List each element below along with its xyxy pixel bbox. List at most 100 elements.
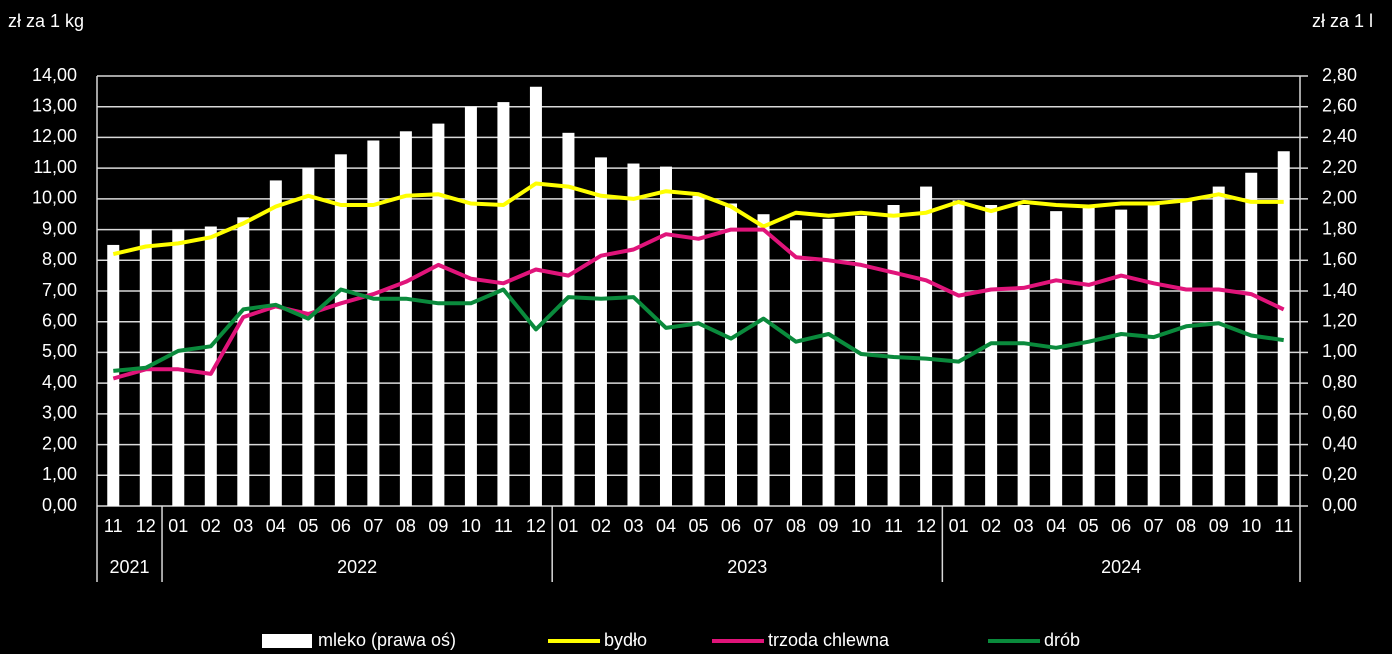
x-tick-label: 12 — [916, 516, 936, 536]
x-tick-label: 03 — [233, 516, 253, 536]
x-tick-label: 11 — [104, 516, 123, 536]
x-tick-label: 08 — [1176, 516, 1196, 536]
bar — [367, 140, 380, 506]
bar — [692, 195, 705, 507]
y2-tick-label: 0,80 — [1322, 372, 1357, 392]
bar — [269, 180, 282, 506]
bar — [855, 215, 868, 506]
x-tick-label: 09 — [819, 516, 839, 536]
y2-tick-label: 1,60 — [1322, 249, 1357, 269]
x-tick-label: 11 — [884, 516, 903, 536]
x-tick-label: 07 — [1144, 516, 1164, 536]
bar — [1245, 172, 1258, 506]
x-tick-label: 02 — [981, 516, 1001, 536]
y-tick-label: 10,00 — [32, 188, 77, 208]
bar — [757, 214, 770, 506]
x-tick-label: 02 — [201, 516, 221, 536]
x-tick-label: 08 — [396, 516, 416, 536]
x-tick-label: 10 — [851, 516, 871, 536]
x-tick-label: 01 — [168, 516, 188, 536]
y-tick-label: 13,00 — [32, 95, 77, 115]
line — [113, 287, 1284, 373]
bar — [497, 102, 510, 506]
y-tick-label: 0,00 — [42, 495, 77, 515]
x-group-label: 2021 — [109, 557, 149, 577]
bar — [1017, 205, 1030, 506]
x-tick-label: 04 — [266, 516, 286, 536]
x-tick-label: 07 — [754, 516, 774, 536]
y2-tick-label: 0,20 — [1322, 464, 1357, 484]
x-tick-label: 12 — [136, 516, 156, 536]
x-tick-label: 11 — [494, 516, 513, 536]
bar — [1212, 186, 1225, 507]
bar — [204, 226, 217, 506]
y2-tick-label: 2,60 — [1322, 95, 1357, 115]
x-tick-label: 05 — [1079, 516, 1099, 536]
x-group-label: 2023 — [727, 557, 767, 577]
bar — [659, 166, 672, 506]
x-tick-label: 06 — [1111, 516, 1131, 536]
x-group-label: 2022 — [337, 557, 377, 577]
legend-label: trzoda chlewna — [768, 630, 890, 650]
y-tick-label: 12,00 — [32, 126, 77, 146]
bar — [627, 163, 640, 507]
bar — [562, 132, 575, 507]
x-tick-label: 11 — [1274, 516, 1293, 536]
x-tick-label: 10 — [1241, 516, 1261, 536]
bar — [399, 131, 412, 507]
y2-tick-label: 1,20 — [1322, 310, 1357, 330]
y-tick-label: 7,00 — [42, 280, 77, 300]
y-tick-label: 2,00 — [42, 433, 77, 453]
x-tick-label: 12 — [526, 516, 546, 536]
x-tick-label: 09 — [428, 516, 448, 536]
bar — [1180, 198, 1193, 506]
y-tick-label: 9,00 — [42, 218, 77, 238]
bar — [302, 168, 315, 506]
y2-tick-label: 1,40 — [1322, 280, 1357, 300]
bar — [985, 205, 998, 506]
x-tick-label: 06 — [331, 516, 351, 536]
y-tick-label: 11,00 — [33, 157, 77, 177]
y2-tick-label: 2,20 — [1322, 157, 1357, 177]
x-tick-label: 01 — [949, 516, 969, 536]
y-axis-title: zł za 1 kg — [8, 11, 84, 31]
y2-tick-label: 0,60 — [1322, 403, 1357, 423]
y-tick-label: 3,00 — [42, 403, 77, 423]
x-tick-label: 02 — [591, 516, 611, 536]
y-tick-label: 8,00 — [42, 249, 77, 269]
bar — [1147, 205, 1160, 506]
bar — [790, 220, 803, 506]
bar — [920, 186, 933, 507]
bar — [1050, 211, 1063, 506]
y-tick-label: 4,00 — [42, 372, 77, 392]
bar — [237, 217, 250, 507]
x-tick-label: 09 — [1209, 516, 1229, 536]
line — [112, 181, 1284, 257]
y2-tick-label: 2,40 — [1322, 126, 1357, 146]
y-tick-label: 14,00 — [32, 65, 77, 85]
bar — [432, 123, 445, 506]
x-tick-label: 03 — [623, 516, 643, 536]
y2-tick-label: 1,00 — [1322, 341, 1357, 361]
bar — [1115, 209, 1128, 506]
x-tick-label: 03 — [1014, 516, 1034, 536]
y2-tick-label: 2,80 — [1322, 65, 1357, 85]
y2-tick-label: 0,40 — [1322, 433, 1357, 453]
legend-label: bydło — [604, 630, 647, 650]
bar — [822, 218, 835, 507]
x-tick-label: 05 — [298, 516, 318, 536]
x-tick-label: 01 — [558, 516, 578, 536]
bar — [334, 154, 347, 507]
x-tick-label: 07 — [363, 516, 383, 536]
bar — [464, 106, 477, 506]
line — [112, 227, 1285, 381]
legend-label: drób — [1044, 630, 1080, 650]
bar — [952, 200, 965, 506]
y2-tick-label: 0,00 — [1322, 495, 1357, 515]
y-tick-label: 5,00 — [42, 341, 77, 361]
x-tick-label: 08 — [786, 516, 806, 536]
y2-tick-label: 2,00 — [1322, 188, 1357, 208]
x-tick-label: 04 — [1046, 516, 1066, 536]
